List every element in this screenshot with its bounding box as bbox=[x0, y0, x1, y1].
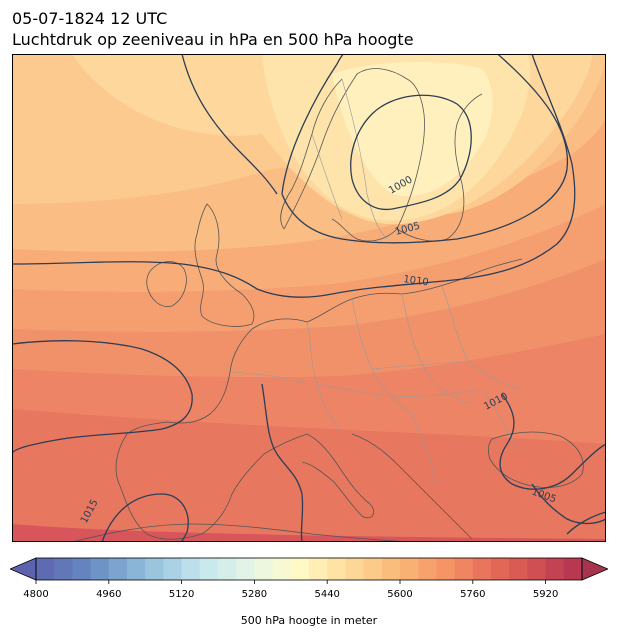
colorbar-cell bbox=[345, 558, 365, 580]
colorbar: 4800 4960 5120 5280 5440 5600 5760 5920 bbox=[10, 557, 608, 600]
colorbar-cell bbox=[54, 558, 73, 580]
colorbar-cell bbox=[199, 558, 219, 580]
colorbar-cells bbox=[36, 558, 583, 580]
weather-map: 1000 1005 1010 1010 1005 1015 bbox=[12, 54, 606, 542]
colorbar-cell bbox=[218, 558, 237, 580]
colorbar-cell bbox=[563, 558, 583, 580]
colorbar-label: 500 hPa hoogte in meter bbox=[240, 614, 378, 627]
colorbar-tick-label: 5600 bbox=[387, 589, 412, 600]
colorbar-cell bbox=[418, 558, 437, 580]
colorbar-cell bbox=[363, 558, 383, 580]
colorbar-cell bbox=[236, 558, 255, 580]
colorbar-cell bbox=[36, 558, 55, 580]
map-datetime: 05-07-1824 12 UTC bbox=[12, 9, 168, 28]
colorbar-cell bbox=[509, 558, 528, 580]
colorbar-cell bbox=[272, 558, 292, 580]
colorbar-cell bbox=[309, 558, 328, 580]
colorbar-tick-label: 4800 bbox=[23, 589, 48, 600]
coastline-black-sea bbox=[487, 431, 584, 488]
height-fill-5400 bbox=[332, 62, 493, 196]
isobar-1010-north bbox=[12, 54, 576, 298]
coastline-france-iberia bbox=[115, 328, 265, 540]
coastline-italy bbox=[263, 433, 375, 519]
colorbar-tick-label: 5280 bbox=[242, 589, 267, 600]
height-fill-5800 bbox=[12, 524, 606, 542]
colorbar-cell bbox=[108, 558, 128, 580]
colorbar-cell bbox=[163, 558, 183, 580]
colorbar-cell bbox=[436, 558, 456, 580]
isobar-1015-iberia bbox=[101, 493, 189, 542]
coastline-north-africa bbox=[71, 523, 413, 542]
colorbar-tick-label: 5120 bbox=[169, 589, 194, 600]
colorbar-cell bbox=[290, 558, 310, 580]
isobar-1005-east bbox=[531, 483, 606, 525]
colorbar-outline bbox=[35, 557, 583, 581]
colorbar-cell bbox=[491, 558, 510, 580]
colorbar-cell bbox=[127, 558, 146, 580]
isobars bbox=[12, 54, 606, 542]
colorbar-tick-label: 5760 bbox=[460, 589, 485, 600]
colorbar-cell bbox=[145, 558, 164, 580]
colorbar-tick-label: 5920 bbox=[533, 589, 558, 600]
colorbar-cell bbox=[72, 558, 92, 580]
coastlines bbox=[71, 68, 584, 542]
isobar-1000-low bbox=[350, 94, 472, 211]
colorbar-cell bbox=[400, 558, 419, 580]
colorbar-cell bbox=[454, 558, 474, 580]
isobar-1010-east bbox=[261, 383, 304, 542]
colorbar-cell bbox=[90, 558, 110, 580]
colorbar-tick-label: 4960 bbox=[96, 589, 121, 600]
colorbar-extend-high bbox=[581, 557, 608, 581]
colorbar-cell bbox=[381, 558, 401, 580]
colorbar-tick-label: 5440 bbox=[314, 589, 339, 600]
country-borders bbox=[231, 78, 523, 485]
map-title: Luchtdruk op zeeniveau in hPa en 500 hPa… bbox=[12, 30, 414, 49]
coastline-norway bbox=[280, 78, 343, 230]
isobar-1005 bbox=[281, 54, 569, 244]
isobar-1010-west bbox=[181, 54, 278, 195]
colorbar-cell bbox=[527, 558, 547, 580]
colorbar-extend-low bbox=[10, 557, 37, 581]
colorbar-cell bbox=[254, 558, 274, 580]
coastline-balkans bbox=[351, 433, 473, 540]
colorbar-ticks: 4800 4960 5120 5280 5440 5600 5760 5920 bbox=[23, 580, 558, 600]
colorbar-cell bbox=[327, 558, 346, 580]
isobar-label: 1010 bbox=[403, 274, 430, 288]
coastline-scandinavia bbox=[283, 68, 425, 242]
colorbar-cell bbox=[181, 558, 201, 580]
colorbar-cell bbox=[545, 558, 565, 580]
coastline-continent bbox=[251, 258, 523, 330]
coastline-uk bbox=[194, 203, 255, 327]
isobar-1010-balkans bbox=[499, 393, 606, 490]
isobar-1005-corner bbox=[566, 511, 606, 535]
colorbar-cell bbox=[472, 558, 492, 580]
map-frame bbox=[12, 54, 606, 542]
isobar-1015-west bbox=[12, 340, 193, 455]
